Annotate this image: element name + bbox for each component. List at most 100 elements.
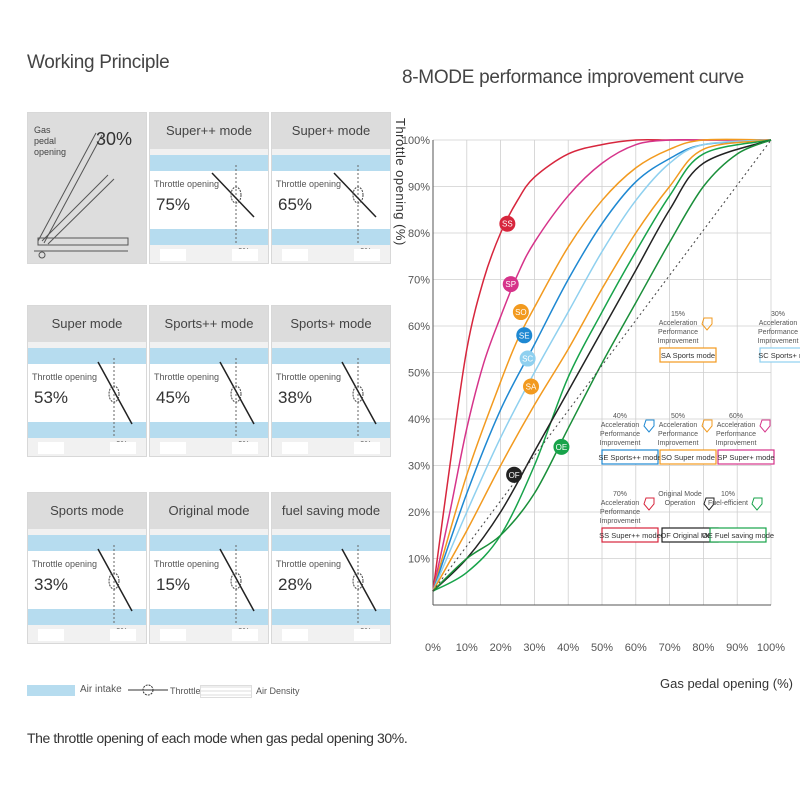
mode-card: Sports+ mode Throttle opening 38% 0% — [271, 305, 391, 457]
mode-card-header: Sports++ mode — [150, 306, 268, 342]
x-tick-label: 40% — [557, 642, 579, 654]
annotation-box — [759, 347, 800, 363]
throttle-label: Throttle opening — [32, 559, 98, 569]
mode-card: Sports mode Throttle opening 33% 0% — [27, 492, 147, 644]
annotation-text: Performance — [600, 431, 640, 438]
annotation-text: 15% — [671, 311, 685, 318]
arrow-icon — [701, 419, 713, 433]
series-marker-se — [516, 327, 533, 344]
series-marker-sp — [502, 276, 519, 293]
mode-card-header: Sports mode — [28, 493, 146, 529]
throttle-value: 65% — [278, 195, 313, 214]
annotation-box — [659, 449, 717, 465]
mode-card-header: fuel saving mode — [272, 493, 390, 529]
annotation-text: Improvement — [600, 518, 641, 525]
series-line-sc — [432, 139, 772, 592]
throttle-icon — [219, 358, 255, 436]
y-tick-label: 90% — [408, 182, 430, 194]
card-footer — [28, 442, 146, 456]
series-marker-sa — [523, 378, 540, 395]
annotation-text: Operation — [665, 500, 696, 507]
mode-card-header: Super++ mode — [150, 113, 268, 149]
annotation-box-label: SS Super++ mode — [599, 531, 661, 540]
annotation-text: Performance — [758, 329, 798, 336]
card-footer — [150, 442, 268, 456]
annotation-box-label: SC Sports+ mode — [758, 351, 800, 360]
throttle-value: 53% — [34, 388, 69, 407]
annotation-text: Improvement — [716, 440, 757, 447]
mode-card-header: Original mode — [150, 493, 268, 529]
air-intake-label: Air intake — [80, 684, 122, 695]
annotation-box-label: OF Original Mode — [660, 531, 719, 540]
mode-card-panel: Throttle opening 38% 0% — [272, 348, 390, 449]
annotation-text: Acceleration — [659, 320, 698, 327]
throttle-icon — [97, 358, 133, 436]
mode-card-panel: Throttle opening 75% 0% — [150, 155, 268, 256]
throttle-icon — [219, 545, 255, 623]
mode-card-panel: Throttle opening 65% 0% — [272, 155, 390, 256]
annotation-text: Fuel-efficient — [708, 500, 748, 507]
annotation-box — [709, 527, 767, 543]
y-tick-label: 80% — [408, 228, 430, 240]
arrow-icon — [751, 497, 763, 511]
series-marker-ss — [499, 215, 516, 232]
y-tick-label: 40% — [408, 414, 430, 426]
card-footer — [272, 249, 390, 263]
x-tick-label: 80% — [692, 642, 714, 654]
chart-title: 8-MODE performance improvement curve — [402, 67, 744, 88]
y-tick-label: 20% — [408, 507, 430, 519]
annotation-text: Improvement — [600, 440, 641, 447]
air-intake-band — [28, 609, 146, 625]
throttle-value: 38% — [278, 388, 313, 407]
throttle-label: Throttle opening — [154, 179, 220, 189]
air-intake-band — [272, 422, 390, 438]
y-tick-label: 100% — [402, 135, 430, 147]
series-marker-of — [506, 466, 523, 483]
series-marker-label: OF — [509, 471, 520, 480]
air-intake-band — [272, 609, 390, 625]
throttle-icon — [211, 165, 255, 243]
series-line-se — [432, 139, 772, 592]
series-marker-label: SO — [515, 308, 527, 317]
air-intake-band — [28, 535, 146, 551]
air-intake-band — [150, 229, 268, 245]
annotation-box — [659, 347, 717, 363]
series-marker-sc — [519, 350, 536, 367]
annotation-text: Original Mode — [658, 491, 702, 498]
throttle-label: Throttle opening — [154, 372, 220, 382]
throttle-label: Throttle opening — [276, 179, 342, 189]
air-intake-swatch — [27, 685, 75, 696]
x-tick-label: 100% — [757, 642, 785, 654]
air-intake-band — [272, 348, 390, 364]
series-marker-oe — [553, 438, 570, 455]
air-intake-band — [150, 609, 268, 625]
throttle-label: Throttle opening — [154, 559, 220, 569]
annotation-text: Acceleration — [717, 422, 756, 429]
mode-card-panel: Throttle opening 15% 0% — [150, 535, 268, 636]
card-footer — [150, 249, 268, 263]
x-tick-label: 20% — [490, 642, 512, 654]
annotation-text: Acceleration — [601, 500, 640, 507]
x-tick-label: 70% — [659, 642, 681, 654]
annotation-box — [601, 449, 659, 465]
annotation-text: Performance — [658, 431, 698, 438]
series-marker-label: SA — [526, 382, 537, 391]
throttle-value: 45% — [156, 388, 191, 407]
air-intake-band — [150, 348, 268, 364]
throttle-value: 75% — [156, 195, 191, 214]
annotation-text: Improvement — [758, 338, 799, 345]
air-intake-band — [150, 422, 268, 438]
air-intake-band — [150, 535, 268, 551]
annotation-text: Improvement — [658, 338, 699, 345]
throttle-label: Throttle opening — [32, 372, 98, 382]
series-marker-label: OE — [556, 443, 568, 452]
annotation-text: Improvement — [658, 440, 699, 447]
throttle-label: Throttle — [170, 686, 201, 696]
mode-card: fuel saving mode Throttle opening 28% 0% — [271, 492, 391, 644]
annotation-box-label: SO Super mode — [661, 453, 715, 462]
mode-card-header: Super mode — [28, 306, 146, 342]
arrow-icon — [643, 419, 655, 433]
throttle-value: 33% — [34, 575, 69, 594]
x-tick-label: 10% — [456, 642, 478, 654]
card-footer — [150, 629, 268, 643]
